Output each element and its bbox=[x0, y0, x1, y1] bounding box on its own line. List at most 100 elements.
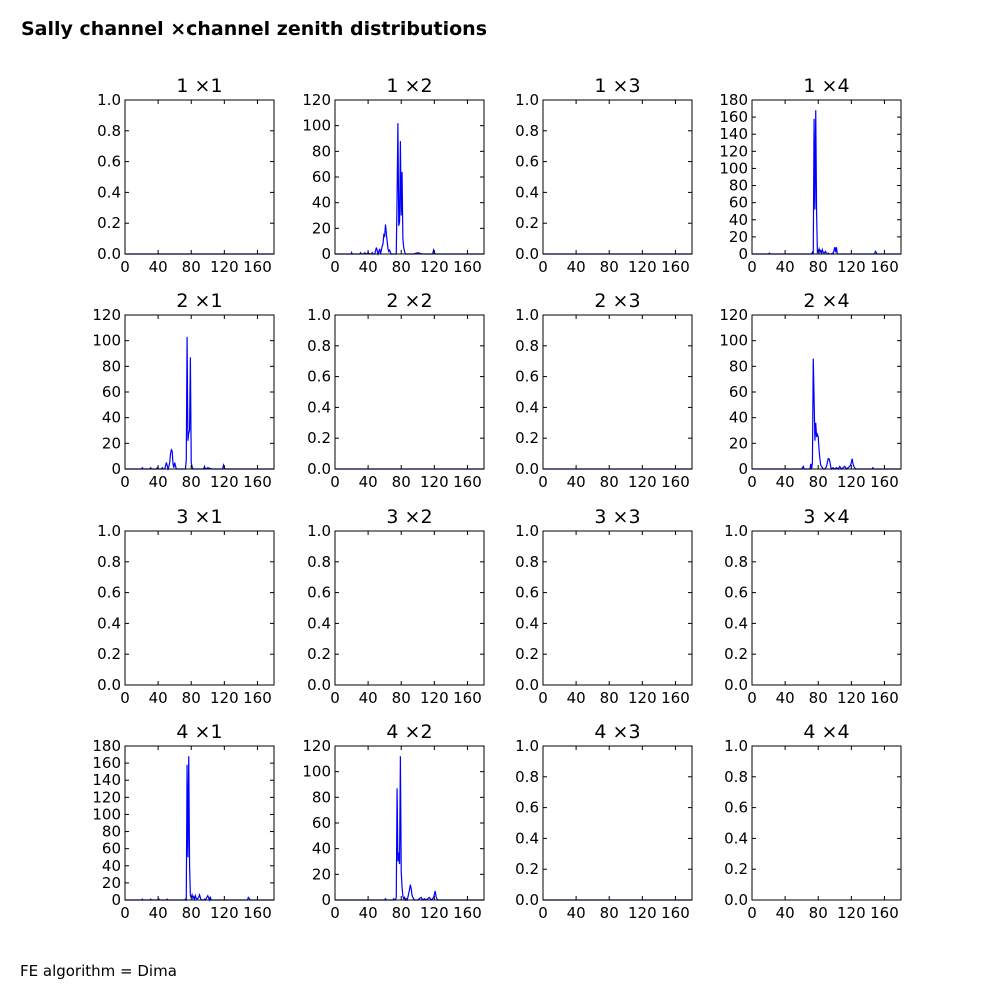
x-tick-label: 160 bbox=[243, 258, 272, 276]
x-tick-label: 160 bbox=[870, 258, 899, 276]
y-tick-label: 100 bbox=[302, 117, 331, 135]
x-tick-label: 0 bbox=[330, 258, 340, 276]
x-tick-label: 160 bbox=[870, 689, 899, 707]
y-tick-label: 0.2 bbox=[515, 429, 539, 447]
y-tick-label: 0.4 bbox=[515, 829, 539, 847]
y-tick-label: 0.2 bbox=[307, 645, 331, 663]
subplot-3-4: 3 ×4 0 40 80 120 160 0.0 0.2 0.4 0.6 0.8 1.0 bbox=[724, 506, 902, 707]
y-tick-label: 0.6 bbox=[307, 584, 331, 602]
y-tick-label: 0.8 bbox=[724, 768, 748, 786]
y-tick-label: 0.8 bbox=[724, 553, 748, 571]
y-tick-label: 60 bbox=[312, 814, 331, 832]
y-tick-label: 0.2 bbox=[515, 645, 539, 663]
x-tick-label: 80 bbox=[182, 473, 201, 491]
y-tick-label: 1.0 bbox=[97, 91, 121, 109]
panel-title: 1 ×4 bbox=[803, 75, 849, 97]
y-tick-label: 1.0 bbox=[515, 91, 539, 109]
x-tick-label: 120 bbox=[628, 473, 657, 491]
y-tick-label: 60 bbox=[102, 840, 121, 858]
subplot-2-2: 2 ×2 0 40 80 120 160 0.0 0.2 0.4 0.6 0.8 1.0 bbox=[307, 290, 485, 491]
x-tick-label: 80 bbox=[182, 689, 201, 707]
y-tick-label: 40 bbox=[729, 409, 748, 427]
x-tick-label: 80 bbox=[809, 904, 828, 922]
y-tick-label: 0.6 bbox=[515, 368, 539, 386]
y-tick-label: 60 bbox=[729, 383, 748, 401]
y-tick-label: 140 bbox=[719, 125, 748, 143]
y-tick-label: 0.4 bbox=[515, 614, 539, 632]
y-tick-label: 20 bbox=[102, 434, 121, 452]
x-tick-label: 120 bbox=[420, 473, 449, 491]
y-tick-label: 120 bbox=[719, 142, 748, 160]
series-line bbox=[752, 110, 901, 256]
axes-frame bbox=[334, 530, 485, 686]
y-tick-label: 40 bbox=[102, 409, 121, 427]
y-tick-label: 0.2 bbox=[307, 429, 331, 447]
y-tick-label: 40 bbox=[102, 857, 121, 875]
x-tick-label: 160 bbox=[453, 258, 482, 276]
x-tick-label: 80 bbox=[392, 689, 411, 707]
y-tick-label: 1.0 bbox=[307, 522, 331, 540]
y-tick-label: 0.8 bbox=[97, 122, 121, 140]
series-line bbox=[335, 756, 484, 902]
y-tick-label: 0.0 bbox=[97, 676, 121, 694]
x-tick-label: 160 bbox=[453, 689, 482, 707]
subplot-3-3: 3 ×3 0 40 80 120 160 0.0 0.2 0.4 0.6 0.8 1.0 bbox=[515, 506, 693, 707]
x-tick-label: 80 bbox=[809, 258, 828, 276]
axes-frame bbox=[124, 745, 275, 901]
subplot-1-3: 1 ×3 0 40 80 120 160 0.0 0.2 0.4 0.6 0.8 1.0 bbox=[515, 75, 693, 276]
x-tick-label: 0 bbox=[538, 689, 548, 707]
x-tick-label: 40 bbox=[776, 473, 795, 491]
y-tick-label: 60 bbox=[312, 168, 331, 186]
y-tick-label: 140 bbox=[92, 771, 121, 789]
series-line bbox=[125, 756, 274, 903]
axes-frame bbox=[542, 99, 693, 255]
subplot-3-1: 3 ×1 0 40 80 120 160 0.0 0.2 0.4 0.6 0.8 1.0 bbox=[97, 506, 275, 707]
y-tick-label: 100 bbox=[92, 332, 121, 350]
x-tick-label: 160 bbox=[243, 473, 272, 491]
y-tick-label: 1.0 bbox=[515, 522, 539, 540]
x-tick-label: 120 bbox=[420, 904, 449, 922]
x-tick-label: 120 bbox=[210, 689, 239, 707]
y-tick-label: 0.4 bbox=[97, 183, 121, 201]
y-tick-label: 0.4 bbox=[307, 398, 331, 416]
x-tick-label: 120 bbox=[837, 473, 866, 491]
y-tick-label: 0.0 bbox=[515, 891, 539, 909]
x-tick-label: 160 bbox=[661, 258, 690, 276]
x-tick-label: 0 bbox=[120, 258, 130, 276]
x-tick-label: 80 bbox=[182, 904, 201, 922]
x-tick-label: 0 bbox=[330, 473, 340, 491]
x-tick-label: 0 bbox=[538, 904, 548, 922]
x-tick-label: 80 bbox=[392, 258, 411, 276]
x-tick-label: 160 bbox=[243, 689, 272, 707]
x-tick-label: 160 bbox=[661, 473, 690, 491]
x-tick-label: 160 bbox=[661, 904, 690, 922]
x-tick-label: 80 bbox=[392, 473, 411, 491]
y-tick-label: 0.8 bbox=[515, 337, 539, 355]
panel-title: 4 ×3 bbox=[594, 721, 640, 743]
series-line bbox=[335, 123, 484, 257]
y-tick-label: 0.6 bbox=[97, 584, 121, 602]
x-tick-label: 120 bbox=[420, 258, 449, 276]
y-tick-label: 0.2 bbox=[515, 214, 539, 232]
x-tick-label: 120 bbox=[210, 904, 239, 922]
figure-title: Sally channel ×channel zenith distributi… bbox=[21, 18, 488, 40]
y-tick-label: 100 bbox=[719, 332, 748, 350]
x-tick-label: 40 bbox=[567, 473, 586, 491]
x-tick-label: 40 bbox=[567, 258, 586, 276]
x-tick-label: 120 bbox=[837, 904, 866, 922]
panel-title: 2 ×3 bbox=[594, 290, 640, 312]
panel-title: 4 ×2 bbox=[386, 721, 432, 743]
y-tick-label: 1.0 bbox=[97, 522, 121, 540]
x-tick-label: 0 bbox=[747, 473, 757, 491]
y-tick-label: 80 bbox=[102, 823, 121, 841]
y-tick-label: 0.0 bbox=[724, 676, 748, 694]
x-tick-label: 160 bbox=[870, 904, 899, 922]
x-tick-label: 80 bbox=[600, 258, 619, 276]
axes-frame bbox=[124, 99, 275, 255]
subplot-3-2: 3 ×2 0 40 80 120 160 0.0 0.2 0.4 0.6 0.8 1.0 bbox=[307, 506, 485, 707]
y-tick-label: 0.8 bbox=[307, 553, 331, 571]
y-tick-label: 0.4 bbox=[97, 614, 121, 632]
